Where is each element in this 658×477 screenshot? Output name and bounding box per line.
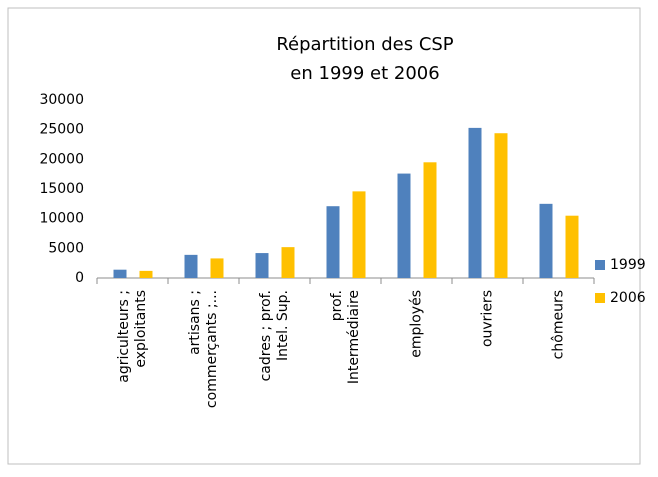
- y-tick-label: 25000: [39, 122, 84, 138]
- x-tick-label: chômeurs: [551, 290, 567, 359]
- bar: [210, 258, 224, 278]
- bar: [113, 269, 127, 278]
- x-tick-label: exploitants: [133, 290, 149, 368]
- y-tick-label: 0: [75, 270, 84, 286]
- legend-label: 2006: [610, 290, 646, 306]
- bar: [326, 206, 340, 278]
- y-tick-label: 10000: [39, 211, 84, 227]
- bar: [397, 173, 411, 278]
- bar: [423, 162, 437, 278]
- bar: [281, 247, 295, 278]
- bar: [565, 215, 579, 278]
- legend-swatch: [595, 260, 605, 270]
- bar: [255, 253, 269, 278]
- y-tick-label: 30000: [39, 92, 84, 108]
- chart-title: en 1999 et 2006: [290, 63, 439, 84]
- x-tick-label: ouvriers: [480, 290, 496, 347]
- x-tick-label: Intel. Sup.: [275, 290, 291, 361]
- bar: [139, 270, 153, 278]
- x-tick-label: Intermédiaire: [346, 290, 362, 384]
- y-tick-label: 20000: [39, 151, 84, 167]
- x-tick-label: cadres ; prof.: [258, 290, 274, 381]
- bar: [494, 133, 508, 278]
- bar: [184, 254, 198, 278]
- bar: [468, 127, 482, 279]
- bar: [539, 203, 553, 278]
- chart-frame: [7, 7, 641, 465]
- y-tick-label: 15000: [39, 181, 84, 197]
- x-tick-label: agriculteurs ;: [116, 290, 132, 383]
- x-tick-label: commerçants ;...: [204, 290, 220, 408]
- x-tick-label: prof.: [329, 290, 345, 321]
- x-tick-label: artisans ;: [187, 290, 203, 355]
- legend-swatch: [595, 293, 605, 303]
- x-tick-label: employés: [409, 290, 425, 358]
- y-tick-label: 5000: [48, 240, 84, 256]
- bar: [352, 191, 366, 278]
- legend-label: 1999: [610, 257, 646, 273]
- chart-title: Répartition des CSP: [276, 34, 453, 55]
